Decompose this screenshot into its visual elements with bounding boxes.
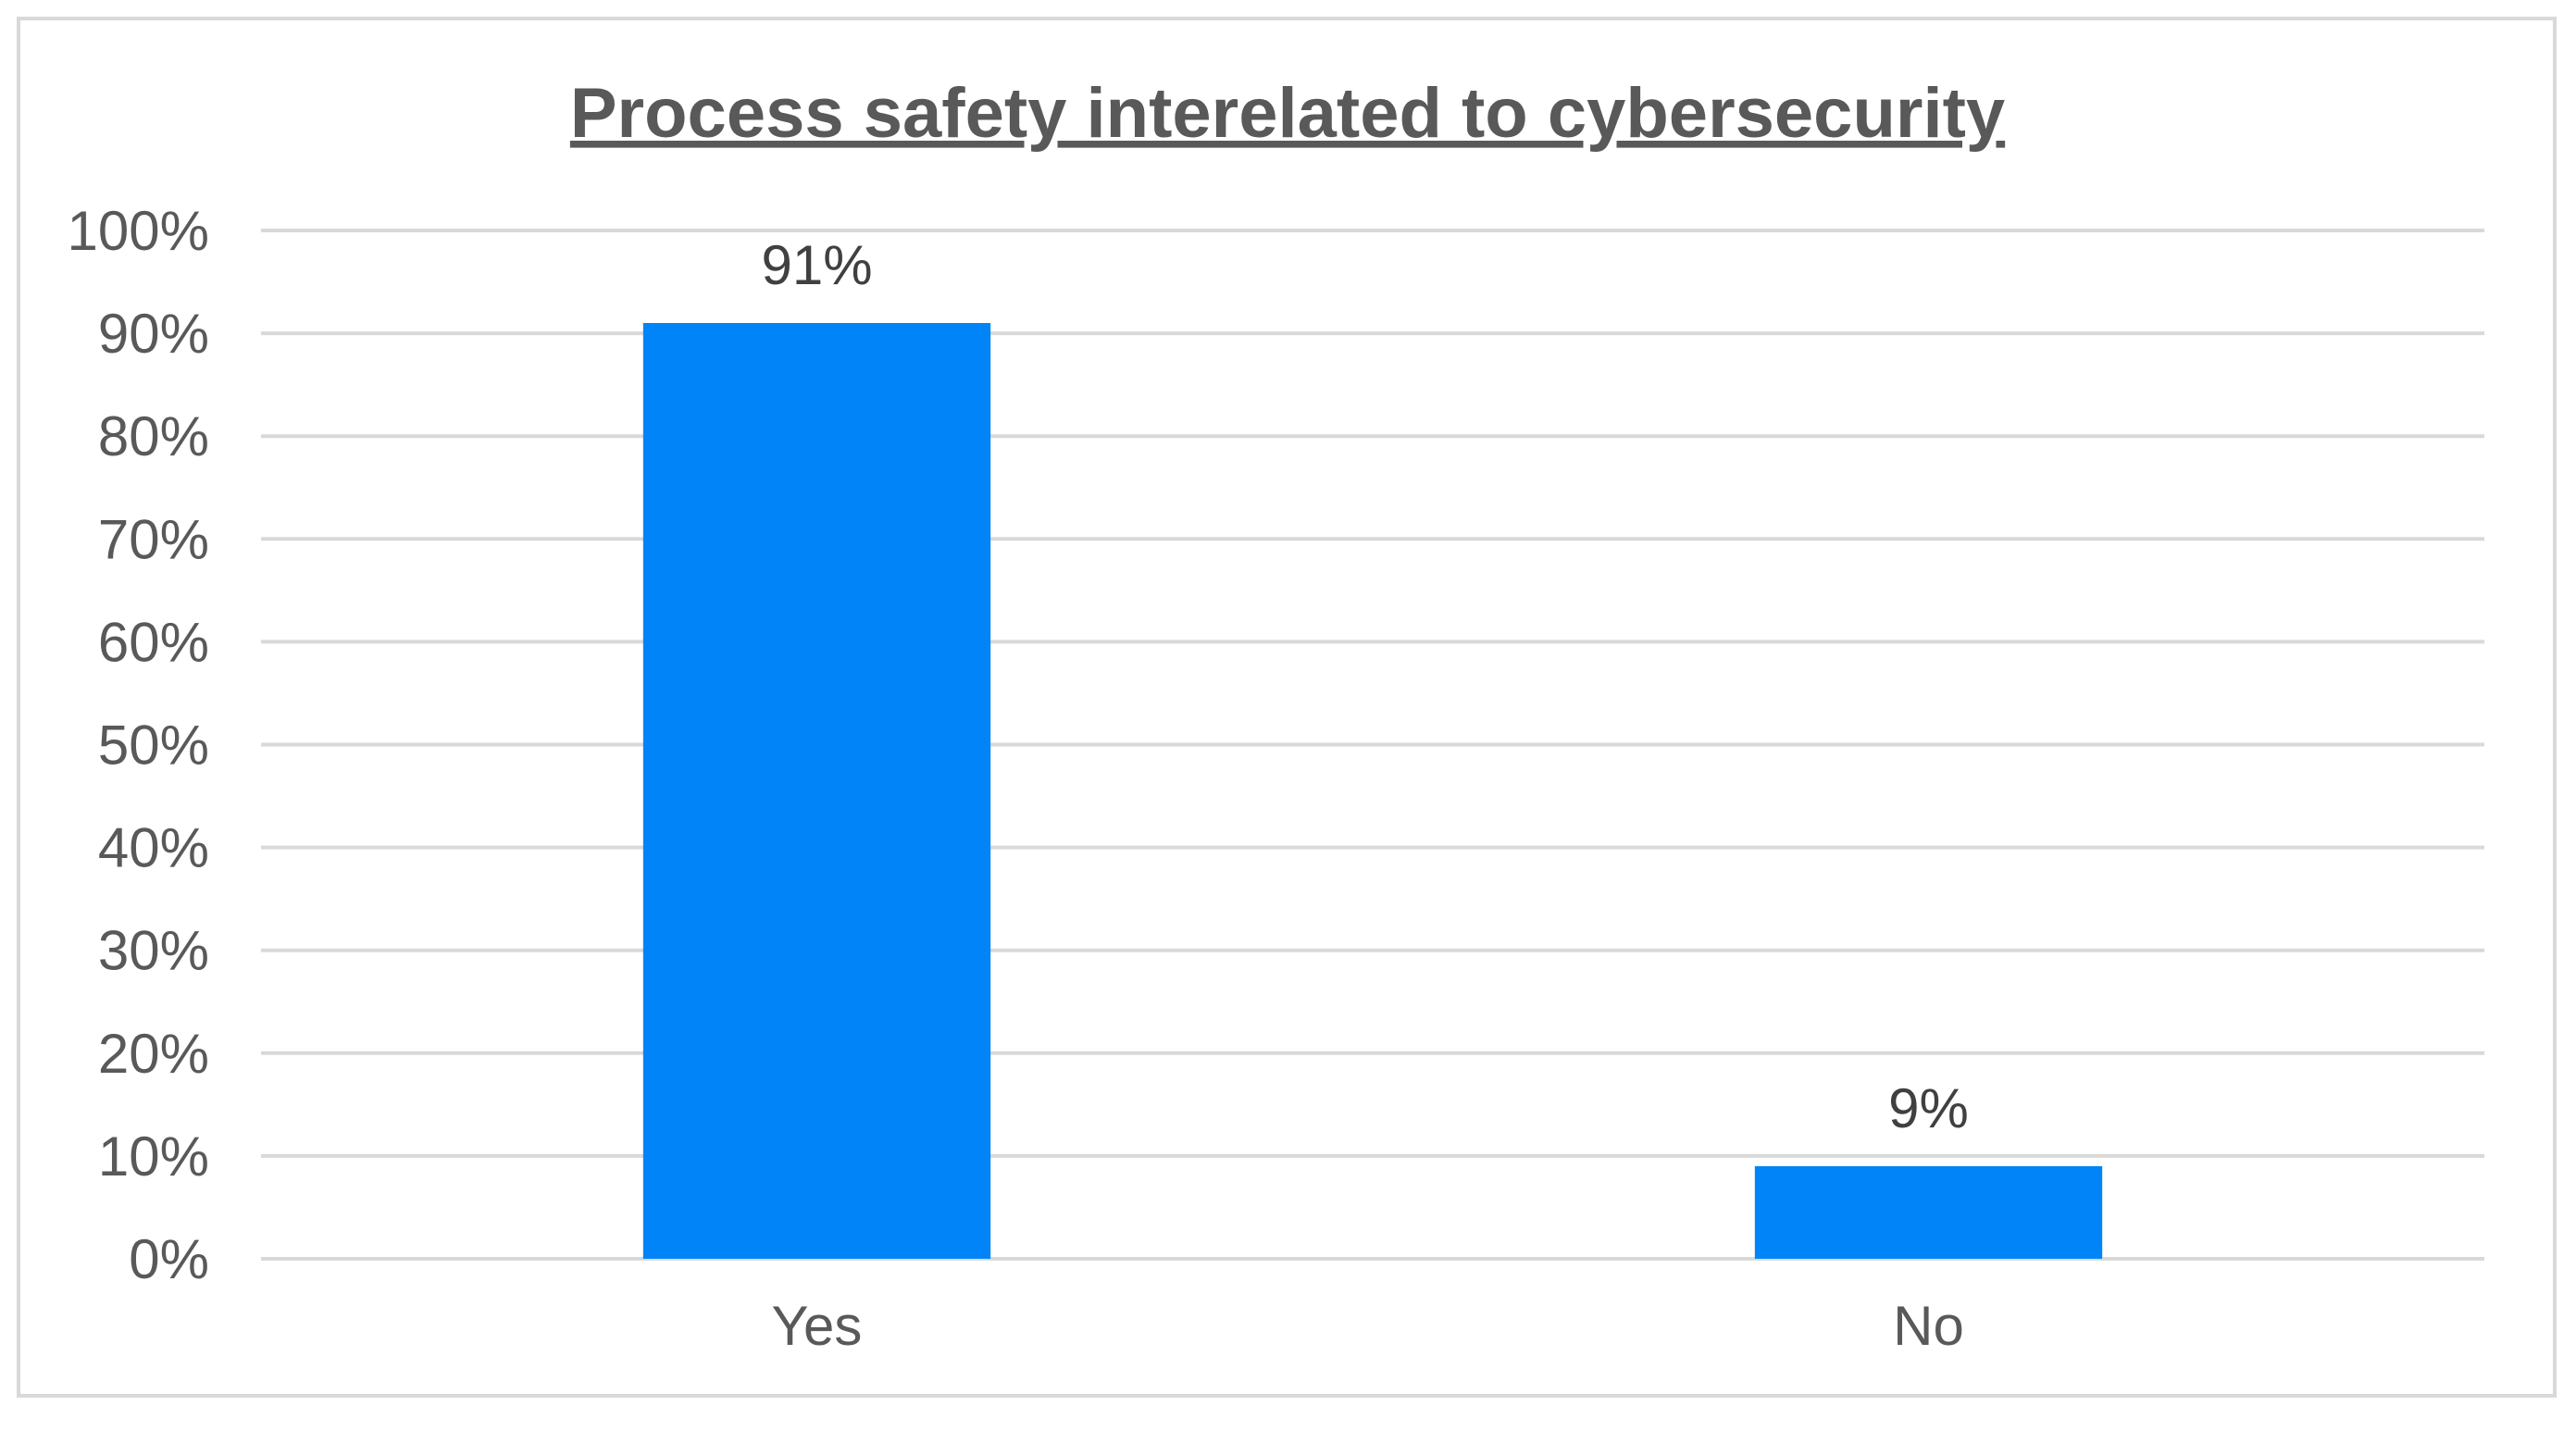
bar-yes xyxy=(642,322,991,1259)
data-label-yes: 91% xyxy=(761,234,872,296)
y-tick-label: 70% xyxy=(98,508,209,570)
category-label-yes: Yes xyxy=(772,1295,863,1357)
chart-frame xyxy=(17,17,2557,1398)
y-tick-label: 90% xyxy=(98,303,209,365)
y-axis-tick-labels: 0% 10% 20% 30% 40% 50% 60% 70% 80% 90% 100% xyxy=(68,200,209,1290)
data-label-no: 9% xyxy=(1888,1077,1969,1139)
y-tick-label: 40% xyxy=(98,817,209,879)
x-axis-category-labels: Yes No xyxy=(772,1295,1964,1357)
y-tick-label: 30% xyxy=(98,920,209,982)
y-tick-label: 20% xyxy=(98,1023,209,1085)
y-tick-label: 50% xyxy=(98,715,209,777)
gridlines xyxy=(261,229,2484,1261)
chart-title: Process safety interelated to cybersecur… xyxy=(570,74,2005,153)
y-tick-label: 10% xyxy=(98,1125,209,1188)
bar-no xyxy=(1754,1166,2103,1259)
category-label-no: No xyxy=(1893,1295,1964,1357)
data-labels: 91% 9% xyxy=(761,234,1968,1139)
y-tick-label: 100% xyxy=(68,200,209,262)
y-tick-label: 80% xyxy=(98,405,209,467)
y-tick-label: 60% xyxy=(98,611,209,673)
bars xyxy=(642,322,2103,1259)
y-tick-label: 0% xyxy=(129,1228,209,1290)
